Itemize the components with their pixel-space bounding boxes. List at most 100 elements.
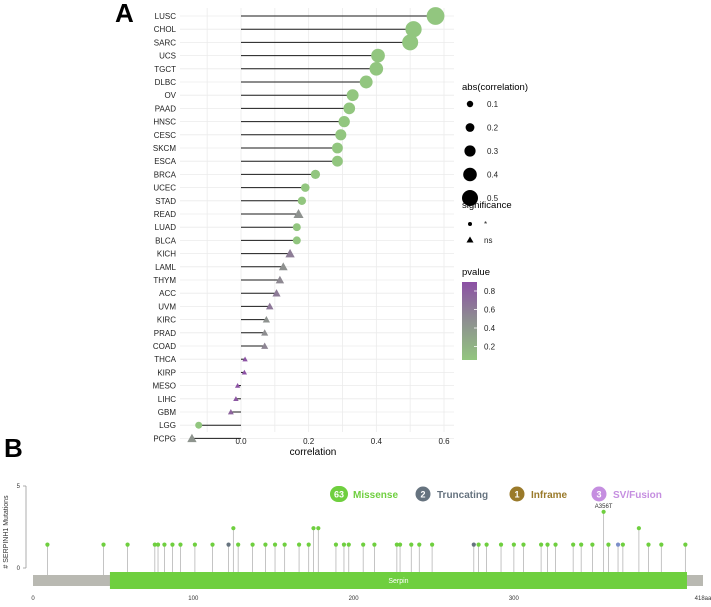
point-sarc[interactable] <box>402 34 419 51</box>
mutation-point[interactable] <box>372 542 377 547</box>
mutation-point[interactable] <box>210 542 215 547</box>
mutation-point[interactable] <box>178 542 183 547</box>
point-tgct[interactable] <box>369 62 384 76</box>
point-ucec[interactable] <box>301 183 310 192</box>
pvalue-tick-label: 0.6 <box>484 306 496 315</box>
mutation-point[interactable] <box>296 542 302 547</box>
point-brca[interactable] <box>310 169 321 180</box>
mutation-point[interactable] <box>346 542 351 547</box>
point-luad[interactable] <box>292 223 301 232</box>
legend-sv-fusion[interactable]: 3 SV/Fusion <box>591 486 662 502</box>
point-dlbc[interactable] <box>359 75 373 89</box>
mutation-point[interactable] <box>394 542 399 547</box>
point-laml[interactable] <box>278 262 288 271</box>
mutation-point[interactable] <box>231 526 236 531</box>
legend-missense[interactable]: 63 Missense <box>330 486 398 502</box>
point-thym[interactable] <box>275 275 285 284</box>
point-blca[interactable] <box>292 236 301 245</box>
panel-b-x-tick-label: 200 <box>349 596 360 602</box>
point-kirc[interactable] <box>262 315 270 323</box>
significance-legend-title: significance <box>462 200 512 211</box>
point-coad[interactable] <box>261 342 269 349</box>
mutation-point[interactable] <box>571 542 576 547</box>
point-pcpg[interactable] <box>187 433 197 443</box>
mutation-point[interactable] <box>471 542 476 547</box>
serpin-domain[interactable] <box>109 572 687 589</box>
mutation-point[interactable] <box>484 542 489 547</box>
point-prad[interactable] <box>261 329 269 336</box>
mutation-point[interactable] <box>282 542 287 547</box>
mutation-point[interactable] <box>579 542 584 547</box>
mutation-point[interactable] <box>45 542 50 547</box>
mutation-point[interactable] <box>615 542 621 547</box>
point-kich[interactable] <box>285 248 295 258</box>
mutation-point[interactable] <box>250 542 255 547</box>
mutation-point[interactable] <box>226 542 231 547</box>
mutation-point[interactable] <box>162 542 167 547</box>
mutation-point[interactable] <box>606 542 611 547</box>
point-uvm[interactable] <box>265 302 274 310</box>
point-meso[interactable] <box>234 382 241 388</box>
mutation-point[interactable] <box>101 542 106 547</box>
mutation-point[interactable] <box>553 542 558 547</box>
cancer-label: MESO <box>152 382 176 391</box>
legend-truncating[interactable]: 2 Truncating <box>415 486 489 502</box>
mutation-point[interactable] <box>601 509 606 514</box>
mutation-point[interactable] <box>306 542 311 547</box>
mutation-point[interactable] <box>152 542 157 547</box>
point-read[interactable] <box>293 208 304 219</box>
mutation-point[interactable] <box>409 542 414 547</box>
point-lgg[interactable] <box>195 421 203 429</box>
pvalue-legend-title: pvalue <box>462 267 490 278</box>
mutation-point[interactable] <box>545 542 550 547</box>
point-skcm[interactable] <box>332 142 343 154</box>
mutation-point[interactable] <box>521 542 526 547</box>
legend-inframe[interactable]: 1 Inframe <box>509 486 568 502</box>
mutation-point[interactable] <box>397 542 403 547</box>
mutation-point[interactable] <box>430 542 435 547</box>
mutation-point[interactable] <box>511 542 516 547</box>
mutation-point[interactable] <box>498 542 504 547</box>
mutation-point[interactable] <box>417 542 422 547</box>
mutation-point[interactable] <box>659 542 664 547</box>
point-lusc[interactable] <box>426 7 445 25</box>
mutation-point[interactable] <box>236 542 241 547</box>
point-gbm[interactable] <box>227 409 234 415</box>
mutation-point[interactable] <box>620 542 625 547</box>
point-esca[interactable] <box>332 155 343 167</box>
mutation-point[interactable] <box>170 542 175 547</box>
mutation-point[interactable] <box>361 542 366 547</box>
mutation-point[interactable] <box>636 526 641 531</box>
point-hnsc[interactable] <box>338 115 350 128</box>
panel-a-legend: abs(correlation) 0.1 0.2 0.3 0.4 0.5 signifi… <box>462 82 528 360</box>
point-lihc[interactable] <box>233 396 239 401</box>
mutation-point[interactable] <box>646 542 651 547</box>
mutation-point[interactable] <box>272 542 278 547</box>
mutation-point[interactable] <box>341 542 347 547</box>
point-cesc[interactable] <box>335 129 347 141</box>
point-acc[interactable] <box>272 289 281 297</box>
mutation-point[interactable] <box>539 542 544 547</box>
cancer-label: CHOL <box>154 25 177 34</box>
point-ucs[interactable] <box>371 48 385 63</box>
mutation-point[interactable] <box>263 542 268 547</box>
point-paad[interactable] <box>343 102 356 115</box>
mutation-point[interactable] <box>683 542 688 547</box>
point-thca[interactable] <box>242 356 248 362</box>
mutation-point[interactable] <box>316 526 321 531</box>
panel-a-stems <box>191 15 436 439</box>
cancer-label: UCS <box>159 52 176 61</box>
mutation-point[interactable] <box>192 542 197 547</box>
mutation-point[interactable] <box>476 542 481 547</box>
mutation-point[interactable] <box>125 542 130 547</box>
point-ov[interactable] <box>346 89 359 102</box>
mutation-point[interactable] <box>155 542 161 547</box>
mutation-point[interactable] <box>333 542 339 547</box>
point-kirp[interactable] <box>241 369 248 375</box>
point-chol[interactable] <box>405 21 422 38</box>
point-stad[interactable] <box>297 196 307 205</box>
mutation-point[interactable] <box>311 526 316 531</box>
mutation-point[interactable] <box>590 542 595 547</box>
mutation-type-legend: 63 Missense 2 Truncating 1 Inframe 3 SV/Fusion <box>330 486 662 502</box>
